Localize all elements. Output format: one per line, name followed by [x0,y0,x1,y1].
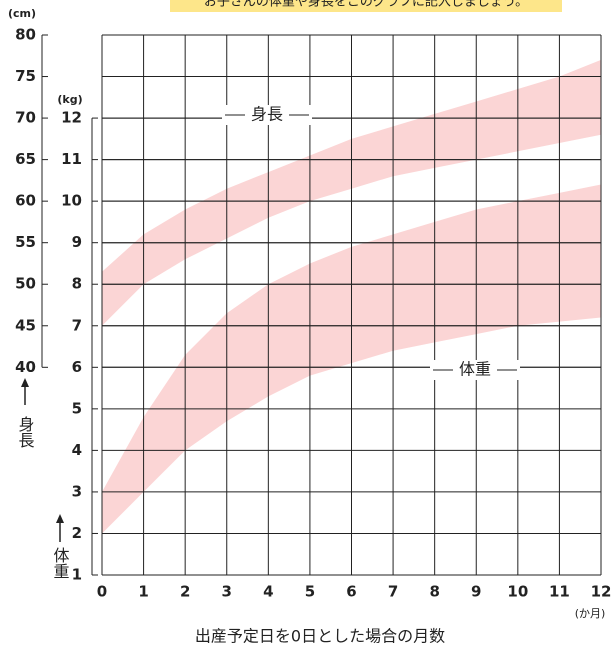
y-tick-label: 75 [15,67,36,85]
y-axis-label: 身長 [16,416,35,448]
banner-bg [170,0,562,12]
label-bg [430,360,520,380]
y-tick-label: 80 [15,26,36,44]
series-label: 体重 [459,360,491,379]
y2-tick-label: 11 [61,150,82,168]
x-tick-label: 10 [507,583,528,601]
y-tick-label: 50 [15,275,36,293]
x-tick-label: 1 [138,583,148,601]
x-title: 出産予定日を0日とした場合の月数 [195,627,445,646]
y2-tick-label: 4 [72,441,82,459]
y2-tick-label: 10 [61,192,82,210]
y-tick-label: 40 [15,358,36,376]
y2-unit: (kg) [57,93,82,106]
x-tick-label: 6 [346,583,356,601]
y-unit: (cm) [8,7,36,20]
y-tick-label: 45 [15,316,36,334]
banner: お子さんの体重や身長をこのグラフに記入しましょう。 [204,0,528,10]
x-tick-label: 5 [305,583,315,601]
y2-tick-label: 5 [72,399,82,417]
x-tick-label: 9 [471,583,481,601]
y2-tick-label: 7 [72,316,82,334]
series-label: 身長 [251,105,283,124]
y-tick-label: 65 [15,150,36,168]
y2-tick-label: 12 [61,109,82,127]
y-tick-label: 55 [15,233,36,251]
x-tick-label: 3 [222,583,232,601]
y2-tick-label: 1 [72,566,82,584]
y-tick-label: 60 [15,192,36,210]
x-tick-label: 4 [263,583,273,601]
y2-arrow-head [56,514,64,523]
y-tick-label: 70 [15,109,36,127]
y2-tick-label: 6 [72,358,82,376]
y2-axis-label: 体重 [51,547,70,579]
x-tick-label: 11 [549,583,570,601]
x-tick-label: 7 [388,583,398,601]
y2-tick-label: 2 [72,524,82,542]
x-tick-label: 8 [429,583,439,601]
y2-tick-label: 3 [72,482,82,500]
y2-tick-label: 9 [72,233,82,251]
x-tick-label: 0 [97,583,107,601]
y2-tick-label: 8 [72,275,82,293]
x-unit: (か月) [575,607,606,620]
x-tick-label: 12 [591,583,611,601]
label-bg [222,105,312,125]
x-tick-label: 2 [180,583,190,601]
y-arrow-head [21,378,29,387]
